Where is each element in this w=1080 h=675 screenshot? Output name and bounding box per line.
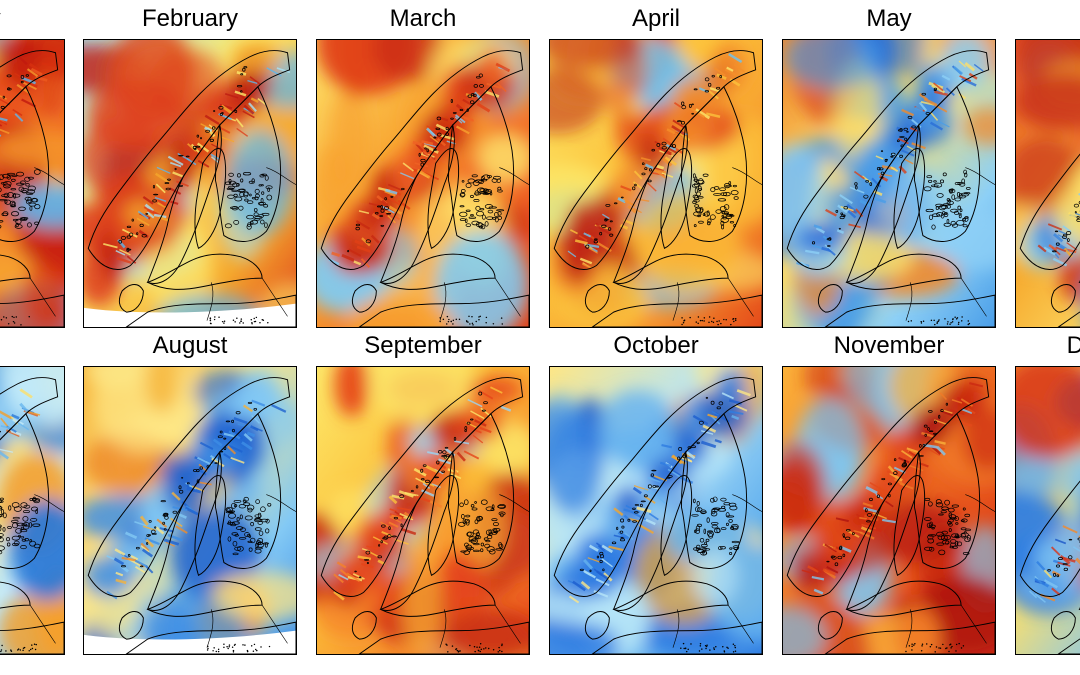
country-borders — [905, 494, 995, 648]
temperature-anomaly-map — [0, 367, 64, 654]
lake-outlines — [120, 401, 272, 568]
country-borders — [672, 167, 762, 321]
temperature-anomaly-map — [84, 367, 296, 654]
country-borders — [439, 167, 529, 321]
country-borders — [439, 494, 529, 648]
lake-outlines — [826, 402, 972, 567]
coastline-outline — [553, 377, 762, 654]
temperature-anomaly-map — [317, 367, 529, 654]
lake-outlines — [354, 391, 506, 579]
lake-outlines — [0, 74, 41, 229]
country-borders — [206, 494, 296, 648]
lake-outlines — [1052, 201, 1080, 253]
coastline-outline — [320, 50, 529, 327]
lake-outlines — [0, 430, 41, 555]
country-borders — [206, 167, 296, 321]
country-borders — [905, 167, 995, 321]
map-panel-may — [782, 39, 996, 328]
panel-title-november: November — [833, 332, 945, 359]
map-panel-january — [0, 39, 65, 328]
coastline-outline — [87, 50, 296, 327]
panel-title-august: August — [152, 332, 228, 359]
temperature-anomaly-map — [783, 367, 995, 654]
panel-title-june: June — [1014, 5, 1080, 33]
coastline-outline — [1019, 480, 1080, 654]
map-panel-august — [83, 366, 297, 655]
country-borders — [29, 494, 64, 644]
panel-title-may: May — [866, 5, 912, 32]
map-panel-december — [1015, 366, 1080, 655]
lake-outlines — [347, 73, 505, 253]
country-borders — [672, 494, 762, 648]
panel-title-december: December — [1066, 332, 1080, 359]
panel-title-february: February — [141, 5, 239, 32]
coastline-outline — [0, 377, 64, 654]
lake-outlines — [579, 396, 740, 573]
map-panel-july — [0, 366, 65, 655]
panel-title-march: March — [389, 5, 457, 32]
coastline-outline — [1019, 153, 1080, 327]
temperature-anomaly-map — [1016, 40, 1080, 327]
temperature-anomaly-map — [0, 40, 64, 327]
coastline-outline — [320, 377, 529, 654]
temperature-anomaly-map — [783, 40, 995, 327]
panel-title-september: September — [364, 332, 482, 359]
panel-title-april: April — [631, 5, 680, 32]
lake-outlines — [1047, 537, 1080, 578]
coastline-outline — [0, 50, 64, 327]
temperature-anomaly-map — [1016, 367, 1080, 654]
temperature-anomaly-map — [317, 40, 529, 327]
lake-outlines — [118, 66, 273, 252]
coastline-outline — [553, 50, 762, 327]
coastline-outline — [786, 377, 995, 654]
coastline-outline — [87, 377, 296, 654]
map-panel-september — [316, 366, 530, 655]
map-panel-june — [1015, 39, 1080, 328]
temperature-anomaly-map — [550, 367, 762, 654]
country-borders — [29, 167, 64, 317]
lake-outlines — [585, 74, 739, 249]
map-panel-march — [316, 39, 530, 328]
map-panel-october — [549, 366, 763, 655]
temperature-anomaly-map — [84, 40, 296, 327]
map-panel-february — [83, 39, 297, 328]
map-panel-november — [782, 366, 996, 655]
temperature-anomaly-map — [550, 40, 762, 327]
panel-title-july: July — [0, 332, 66, 360]
panel-title-january: January — [0, 5, 66, 33]
panel-title-october: October — [613, 332, 699, 359]
coastline-outline — [786, 50, 995, 327]
map-panel-april — [549, 39, 763, 328]
lake-outlines — [811, 87, 971, 247]
